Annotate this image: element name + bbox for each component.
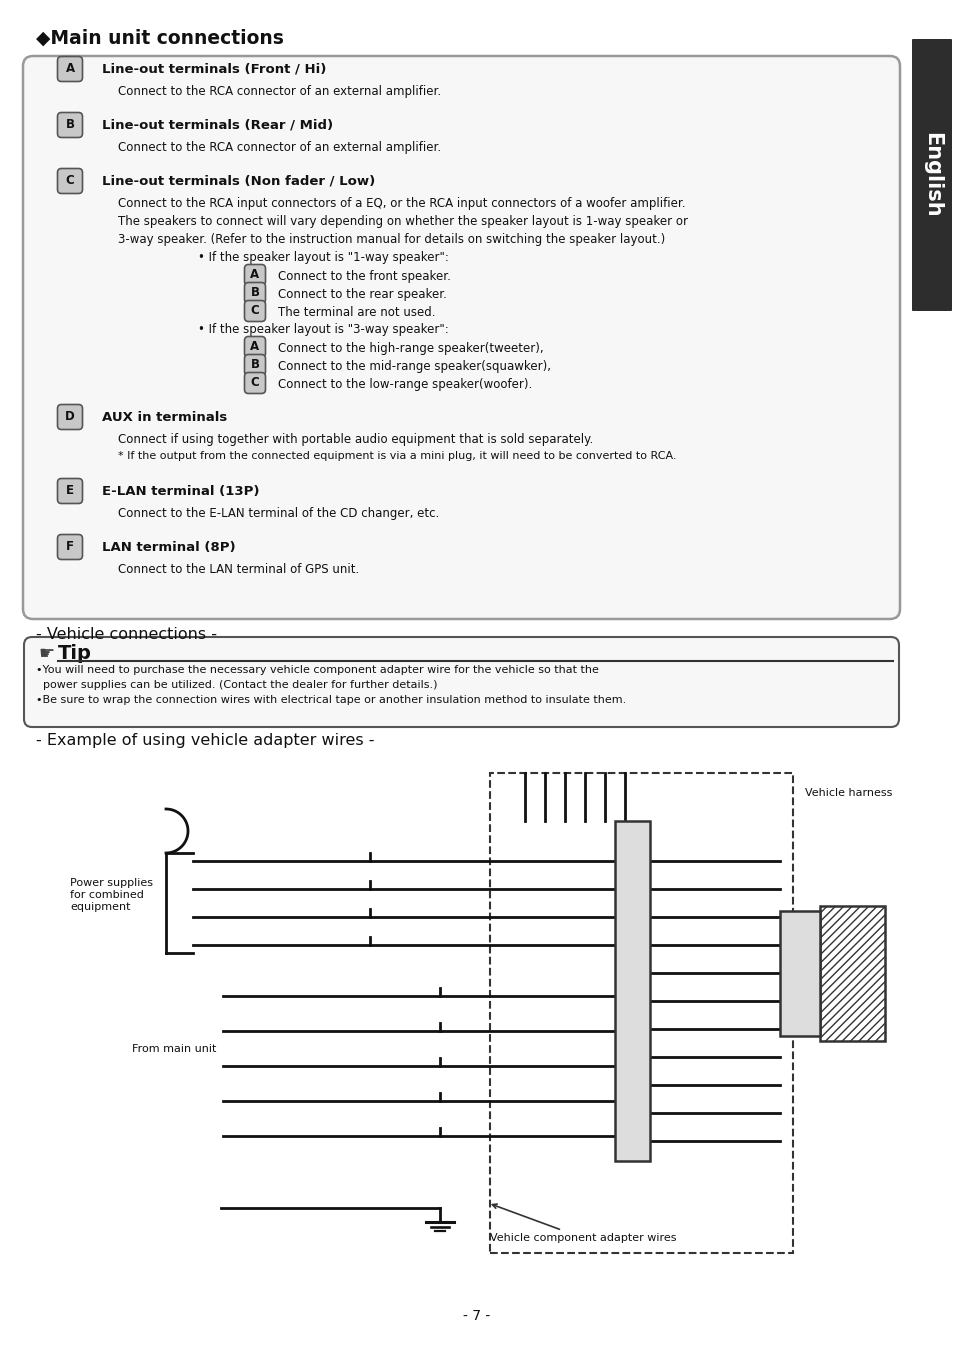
Text: A: A	[251, 269, 259, 281]
Text: Connect to the LAN terminal of GPS unit.: Connect to the LAN terminal of GPS unit.	[118, 563, 359, 576]
Text: LAN terminal (8P): LAN terminal (8P)	[102, 540, 235, 554]
Bar	[820, 907, 884, 1042]
Text: English: English	[921, 132, 941, 218]
Text: power supplies can be utilized. (Contact the dealer for further details.): power supplies can be utilized. (Contact…	[36, 680, 437, 690]
FancyBboxPatch shape	[23, 55, 899, 619]
Text: Line-out terminals (Front / Hi): Line-out terminals (Front / Hi)	[102, 63, 326, 76]
Text: - Example of using vehicle adapter wires -: - Example of using vehicle adapter wires…	[36, 734, 375, 748]
Text: Connect to the RCA input connectors of a EQ, or the RCA input connectors of a wo: Connect to the RCA input connectors of a…	[118, 197, 685, 209]
Text: E: E	[66, 485, 74, 497]
Text: F: F	[66, 540, 74, 554]
Text: Connect if using together with portable audio equipment that is sold separately.: Connect if using together with portable …	[118, 434, 593, 446]
FancyBboxPatch shape	[244, 300, 265, 322]
Bar	[490, 773, 792, 1252]
Text: B: B	[251, 358, 259, 372]
FancyBboxPatch shape	[244, 373, 265, 393]
FancyBboxPatch shape	[57, 112, 82, 138]
Text: - 7 -: - 7 -	[463, 1309, 490, 1323]
Text: AUX in terminals: AUX in terminals	[102, 411, 227, 424]
Text: The speakers to connect will vary depending on whether the speaker layout is 1-w: The speakers to connect will vary depend…	[118, 215, 687, 228]
Text: ◆Main unit connections: ◆Main unit connections	[36, 28, 284, 49]
Text: • If the speaker layout is "3-way speaker":: • If the speaker layout is "3-way speake…	[198, 323, 448, 336]
Text: * If the output from the connected equipment is via a mini plug, it will need to: * If the output from the connected equip…	[118, 451, 676, 461]
FancyBboxPatch shape	[244, 265, 265, 285]
Text: E-LAN terminal (13P): E-LAN terminal (13P)	[102, 485, 259, 499]
Text: C: C	[251, 304, 259, 317]
Text: Tip: Tip	[58, 644, 91, 663]
Text: Line-out terminals (Rear / Mid): Line-out terminals (Rear / Mid)	[102, 119, 333, 132]
FancyBboxPatch shape	[57, 404, 82, 430]
Text: Connect to the high-range speaker(tweeter),: Connect to the high-range speaker(tweete…	[277, 342, 543, 355]
FancyBboxPatch shape	[57, 57, 82, 81]
Text: A: A	[66, 62, 74, 76]
Text: Power supplies
for combined
equipment: Power supplies for combined equipment	[70, 878, 152, 912]
Text: Connect to the low-range speaker(woofer).: Connect to the low-range speaker(woofer)…	[277, 378, 532, 390]
FancyBboxPatch shape	[244, 336, 265, 358]
Bar	[780, 911, 820, 1036]
Text: Connect to the E-LAN terminal of the CD changer, etc.: Connect to the E-LAN terminal of the CD …	[118, 507, 438, 520]
Text: C: C	[66, 174, 74, 188]
Text: Connect to the RCA connector of an external amplifier.: Connect to the RCA connector of an exter…	[118, 141, 440, 154]
Text: Connect to the RCA connector of an external amplifier.: Connect to the RCA connector of an exter…	[118, 85, 440, 99]
Text: The terminal are not used.: The terminal are not used.	[277, 305, 435, 319]
Text: •Be sure to wrap the connection wires with electrical tape or another insulation: •Be sure to wrap the connection wires wi…	[36, 694, 625, 705]
Bar	[615, 821, 649, 1161]
FancyBboxPatch shape	[57, 478, 82, 504]
Text: 3-way speaker. (Refer to the instruction manual for details on switching the spe: 3-way speaker. (Refer to the instruction…	[118, 232, 664, 246]
Text: Connect to the rear speaker.: Connect to the rear speaker.	[277, 288, 446, 301]
Text: - Vehicle connections -: - Vehicle connections -	[36, 627, 216, 642]
FancyBboxPatch shape	[57, 169, 82, 193]
Text: • If the speaker layout is "1-way speaker":: • If the speaker layout is "1-way speake…	[198, 251, 449, 263]
Text: B: B	[66, 119, 74, 131]
FancyBboxPatch shape	[244, 354, 265, 376]
Text: B: B	[251, 286, 259, 300]
FancyBboxPatch shape	[57, 535, 82, 559]
Text: From main unit: From main unit	[132, 1043, 215, 1054]
FancyBboxPatch shape	[911, 39, 951, 311]
Text: Connect to the mid-range speaker(squawker),: Connect to the mid-range speaker(squawke…	[277, 359, 551, 373]
Text: D: D	[65, 411, 74, 423]
Text: ☛: ☛	[38, 644, 54, 663]
Text: Connect to the front speaker.: Connect to the front speaker.	[277, 270, 451, 282]
FancyBboxPatch shape	[244, 282, 265, 304]
Text: Vehicle component adapter wires: Vehicle component adapter wires	[490, 1204, 676, 1243]
Text: Line-out terminals (Non fader / Low): Line-out terminals (Non fader / Low)	[102, 176, 375, 188]
Text: Vehicle harness: Vehicle harness	[804, 788, 891, 798]
Text: C: C	[251, 377, 259, 389]
Text: A: A	[251, 340, 259, 354]
Text: •You will need to purchase the necessary vehicle component adapter wire for the : •You will need to purchase the necessary…	[36, 665, 598, 676]
FancyBboxPatch shape	[24, 638, 898, 727]
